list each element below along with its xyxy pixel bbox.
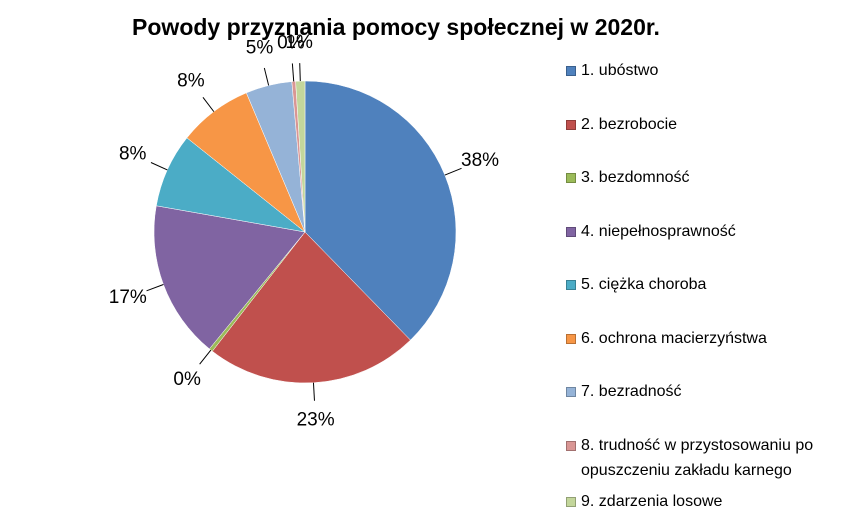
data-label: 23% xyxy=(297,410,335,431)
leader-line xyxy=(199,349,212,365)
legend-item: 6. ochrona macierzyństwa xyxy=(566,326,846,351)
data-label: 0% xyxy=(277,33,305,54)
legend-item: 4. niepełnosprawność xyxy=(566,219,846,244)
legend-swatch xyxy=(566,119,576,130)
pie-slice xyxy=(304,80,457,341)
legend-swatch xyxy=(566,280,576,290)
legend-item: 7. bezradność xyxy=(566,379,846,404)
legend-label: 2. bezrobocie xyxy=(581,115,678,133)
data-label: 38% xyxy=(461,150,499,171)
data-label: 5% xyxy=(246,38,274,59)
legend-label: 7. bezradność xyxy=(581,383,682,400)
leader-line xyxy=(146,284,164,292)
data-label: 17% xyxy=(109,287,147,308)
legend-swatch xyxy=(566,333,576,344)
legend-swatch xyxy=(566,496,576,507)
data-label: 1% xyxy=(285,32,313,53)
legend-swatch xyxy=(566,440,576,451)
legend-label: 3. bezdomność xyxy=(581,169,690,186)
legend-item: 8. trudność w przystosowaniu po opuszcze… xyxy=(566,433,846,483)
legend-swatch xyxy=(566,66,576,76)
legend-item: 3. bezdomność xyxy=(566,165,846,190)
chart-title: Powody przyznania pomocy społecznej w 20… xyxy=(132,14,660,40)
legend-item: 5. ciężka choroba xyxy=(566,272,846,297)
legend-label: 4. niepełnosprawność xyxy=(581,222,736,240)
pie-slice xyxy=(295,80,306,233)
legend-swatch xyxy=(566,173,576,183)
legend-swatch xyxy=(566,387,576,397)
legend-label: 5. ciężka choroba xyxy=(581,276,707,293)
data-label: 8% xyxy=(177,70,205,91)
leader-line xyxy=(291,63,295,82)
leader-line xyxy=(299,63,301,82)
leader-line xyxy=(312,382,315,401)
leader-line xyxy=(150,162,168,171)
leader-line xyxy=(202,96,215,112)
legend-item: 2. bezrobocie xyxy=(566,112,846,137)
legend-label: 1. ubóstwo xyxy=(581,62,659,79)
leader-line xyxy=(263,67,270,86)
legend-item: 9. zdarzenia losowe xyxy=(566,489,846,511)
legend-label: 9. zdarzenia losowe xyxy=(581,492,723,510)
legend-item: 1. ubóstwo xyxy=(566,58,846,83)
legend-label: 6. ochrona macierzyństwa xyxy=(581,329,767,347)
legend-swatch xyxy=(566,226,576,237)
data-label: 8% xyxy=(119,143,147,164)
leader-line xyxy=(444,167,462,176)
data-label: 0% xyxy=(173,369,201,390)
legend-label: 8. trudność w przystosowaniu po opuszcze… xyxy=(581,436,814,479)
